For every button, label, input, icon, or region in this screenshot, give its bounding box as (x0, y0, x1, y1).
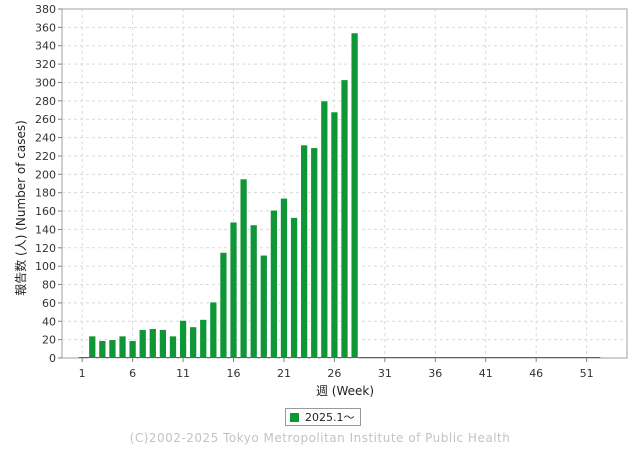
bar (229, 221, 238, 359)
bar (199, 319, 208, 359)
x-axis-title: 週 (Week) (316, 384, 374, 398)
bar (179, 319, 188, 359)
legend-label: 2025.1〜 (305, 411, 355, 424)
y-tick-label: 380 (35, 3, 56, 16)
bar (118, 335, 127, 359)
y-tick-label: 300 (35, 76, 56, 89)
x-tick-label: 11 (176, 367, 190, 380)
x-axis-ticks: 1 6 11 16 21 26 31 36 41 46 51 (79, 358, 594, 380)
x-tick-label: 1 (79, 367, 86, 380)
y-tick-label: 320 (35, 58, 56, 71)
y-tick-label: 60 (42, 297, 56, 310)
x-tick-label: 16 (227, 367, 241, 380)
bar (138, 329, 147, 359)
x-tick-label: 41 (479, 367, 493, 380)
x-tick-label: 21 (277, 367, 291, 380)
x-tick-label: 46 (529, 367, 543, 380)
y-tick-label: 180 (35, 187, 56, 200)
bar (148, 328, 157, 359)
bar (290, 217, 298, 359)
y-tick-label: 160 (35, 205, 56, 218)
bar (249, 224, 258, 359)
y-tick-label: 200 (35, 168, 56, 181)
y-tick-label: 360 (35, 21, 56, 34)
bar (330, 111, 339, 359)
bar (340, 79, 349, 359)
bar (259, 254, 268, 359)
x-tick-label: 36 (428, 367, 442, 380)
y-tick-label: 220 (35, 150, 56, 163)
bar (128, 340, 137, 359)
y-tick-label: 280 (35, 95, 56, 108)
y-tick-label: 340 (35, 40, 56, 53)
y-tick-label: 0 (49, 352, 56, 365)
bar (300, 144, 309, 359)
bar (169, 335, 177, 359)
y-tick-label: 120 (35, 242, 56, 255)
y-axis-ticks: 0 20 40 60 80 100 120 140 160 180 200 220 240 260 280 3… (35, 3, 62, 365)
y-tick-label: 240 (35, 132, 56, 145)
bar (108, 339, 117, 359)
bar (88, 335, 97, 359)
y-tick-label: 40 (42, 315, 56, 328)
y-tick-label: 80 (42, 279, 56, 292)
bar (98, 340, 107, 359)
y-tick-label: 100 (35, 260, 56, 273)
bar (189, 326, 198, 359)
bar (239, 178, 248, 359)
legend: 2025.1〜 (285, 408, 361, 426)
bar (350, 32, 359, 359)
y-tick-label: 260 (35, 113, 56, 126)
bar (280, 197, 288, 359)
bar (310, 147, 319, 359)
bar (269, 209, 278, 359)
y-axis-title: 報告数 (人) (Number of cases) (13, 120, 28, 296)
legend-swatch (290, 412, 299, 422)
y-tick-label: 20 (42, 334, 56, 347)
bar (219, 251, 228, 359)
y-tick-label: 140 (35, 223, 56, 236)
x-tick-label: 51 (580, 367, 594, 380)
bar (320, 100, 329, 359)
x-tick-label: 26 (327, 367, 341, 380)
bar (209, 301, 218, 359)
x-tick-label: 6 (129, 367, 136, 380)
x-tick-label: 31 (378, 367, 392, 380)
copyright-text: (C)2002-2025 Tokyo Metropolitan Institut… (129, 431, 511, 445)
bar (158, 329, 167, 359)
